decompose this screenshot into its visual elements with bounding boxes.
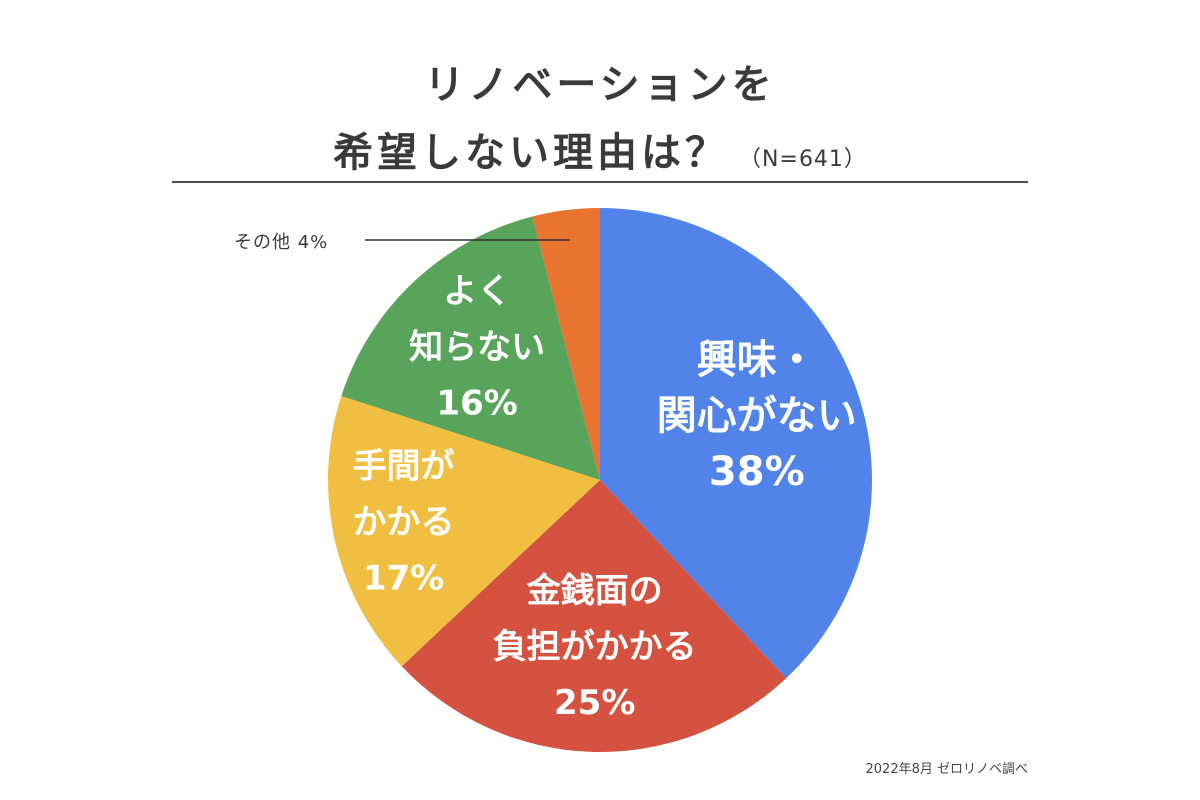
slice-label-unknown-line2: 知らない [409,328,545,368]
pie-slice-unknown [341,216,600,480]
source-note: 2022年8月 ゼロリノベ調べ [865,762,1029,777]
pie-slice-effort [328,395,600,667]
chart-title-text: 希望しない理由は？ [333,130,730,176]
slice-label-effort-line1: 手間が [353,446,455,486]
slice-label-unknown-line1: よく [443,272,511,312]
slice-label-unknown-pct: 16% [436,384,517,424]
chart-title-line2: 希望しない理由は？ （N=641） [0,120,1200,178]
pie-slice-interest [600,208,872,679]
slice-label-other: その他 4% [234,232,329,253]
slice-label-interest-pct: 38% [709,449,805,495]
slice-label-cost-line1: 金銭面の [526,571,663,611]
pie-slice-other [532,208,600,480]
slice-label-interest-line2: 関心がない [657,393,857,439]
slice-label-effort-line2: かかる [353,502,455,542]
pie-slice-cost [401,480,787,752]
sample-size: （N=641） [739,147,867,172]
title-divider [172,181,1028,183]
slice-label-cost-line2: 負担がかかる [493,627,697,667]
chart-title-line1: リノベーションを [424,62,776,108]
slice-label-effort-pct: 17% [363,558,444,598]
slice-label-cost-pct: 25% [554,683,635,723]
slice-label-interest-line1: 興味・ [697,337,817,383]
